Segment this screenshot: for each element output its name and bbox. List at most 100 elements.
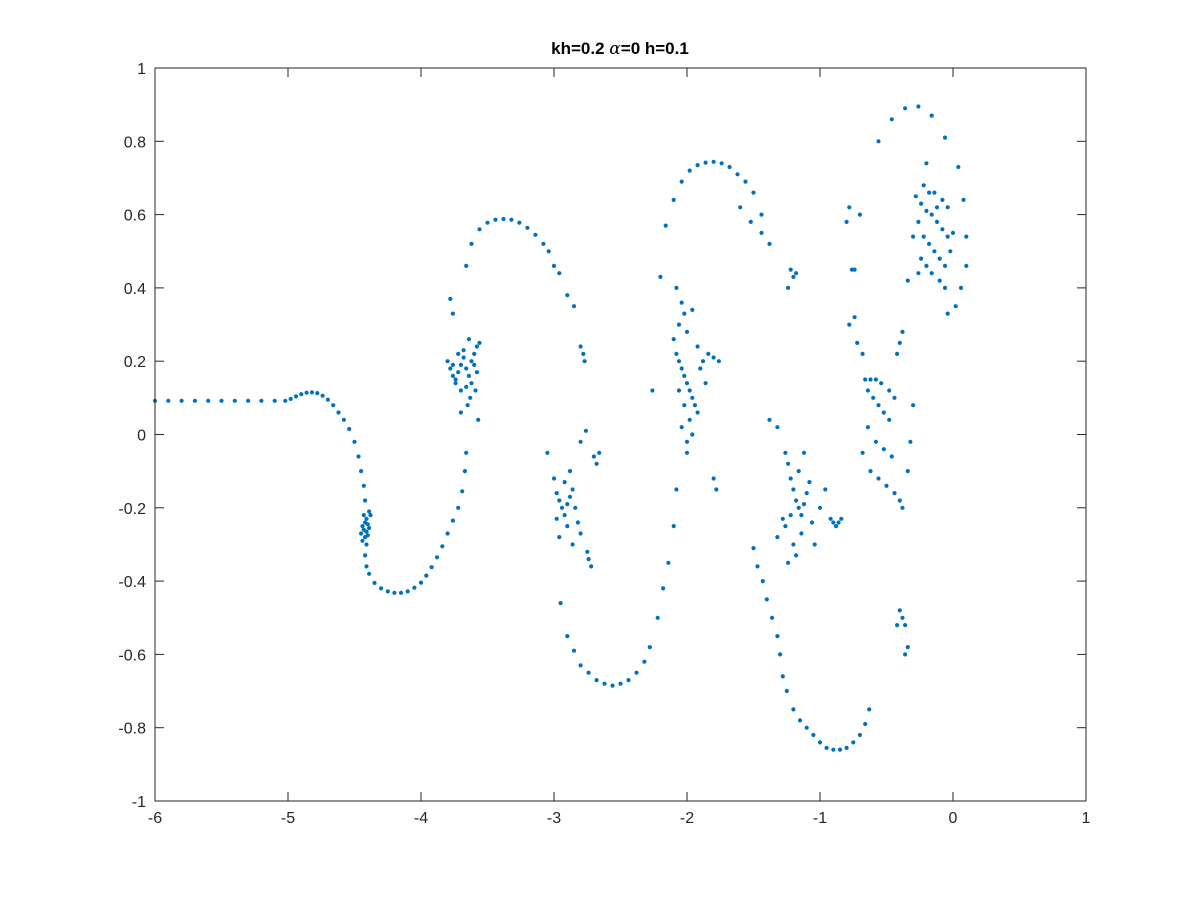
data-point [597,450,602,455]
data-point [940,197,945,202]
data-point [288,396,293,401]
data-point [911,403,916,408]
data-point [570,542,575,547]
data-point [679,366,684,371]
data-point [682,311,687,316]
data-point [398,590,404,595]
data-point [448,366,453,371]
data-point [469,359,474,364]
data-point [871,395,876,400]
data-point [684,439,690,444]
data-point [589,564,594,569]
data-point [921,183,926,188]
data-point [219,398,224,403]
x-tick-label: -4 [414,810,428,827]
data-point [791,542,796,547]
data-point [571,648,577,653]
data-point [684,450,690,455]
data-point [873,439,879,444]
title-suffix: =0 h=0.1 [621,39,689,58]
data-point [676,359,682,364]
data-point [863,377,868,382]
data-point [873,377,879,382]
data-point [831,747,836,752]
data-point [594,678,599,683]
data-point [916,219,921,224]
data-point [791,274,796,279]
data-point [783,450,788,455]
data-point [458,410,463,415]
data-point [852,267,857,272]
data-point [477,340,482,345]
data-point [472,362,477,367]
data-point [903,106,908,111]
data-point [764,597,769,602]
data-point [828,516,833,521]
data-point [679,425,684,430]
data-point [892,491,897,496]
data-point [847,322,852,327]
data-point [320,393,325,398]
data-point [881,447,886,452]
x-tick-label: -6 [148,810,162,827]
data-point [811,732,816,738]
data-point [464,263,469,268]
data-point [823,487,828,492]
data-point [767,241,772,246]
data-point [356,454,361,459]
data-point [868,469,873,474]
data-point [889,454,894,459]
y-tick-label: 0.6 [124,208,146,225]
y-tick-label: -0.8 [118,721,146,738]
data-point [283,398,288,403]
data-point [833,524,839,529]
data-point [434,555,440,560]
data-point [932,190,937,195]
data-point [558,601,563,606]
data-point [562,513,567,518]
data-point [836,520,841,525]
data-point [879,381,884,386]
chart-title: kh=0.2 α=0 h=0.1 [551,39,689,59]
data-point [363,498,368,503]
data-point [775,535,780,540]
data-point [462,469,467,474]
data-point [392,590,397,595]
data-point [711,476,716,481]
data-point [934,219,940,224]
data-point [770,615,775,620]
data-point [581,351,586,356]
data-point [424,573,429,578]
data-point [687,168,692,173]
data-point [809,520,815,525]
title-alpha-symbol: α [609,39,621,59]
data-point [919,256,924,261]
data-point [472,351,477,356]
data-point [525,225,530,230]
data-point [464,450,469,455]
y-tick-label: 0 [137,428,146,445]
data-point [711,355,716,360]
data-point [647,645,652,650]
data-point [575,520,581,525]
data-point [477,227,482,232]
data-point [958,285,964,290]
data-point [315,391,320,396]
data-point [748,219,753,224]
data-point [876,476,881,481]
data-point [585,549,590,554]
y-tick-label: -0.2 [118,501,146,518]
data-point [743,179,748,184]
data-point [456,351,461,356]
data-point [509,217,514,222]
data-point [755,564,760,569]
data-point [565,293,570,298]
data-point [365,522,370,527]
data-point [716,359,722,364]
data-point [703,160,708,165]
data-point [458,388,463,393]
data-point [807,480,812,485]
data-point [887,417,892,422]
data-point [698,366,703,371]
data-point [775,425,780,430]
